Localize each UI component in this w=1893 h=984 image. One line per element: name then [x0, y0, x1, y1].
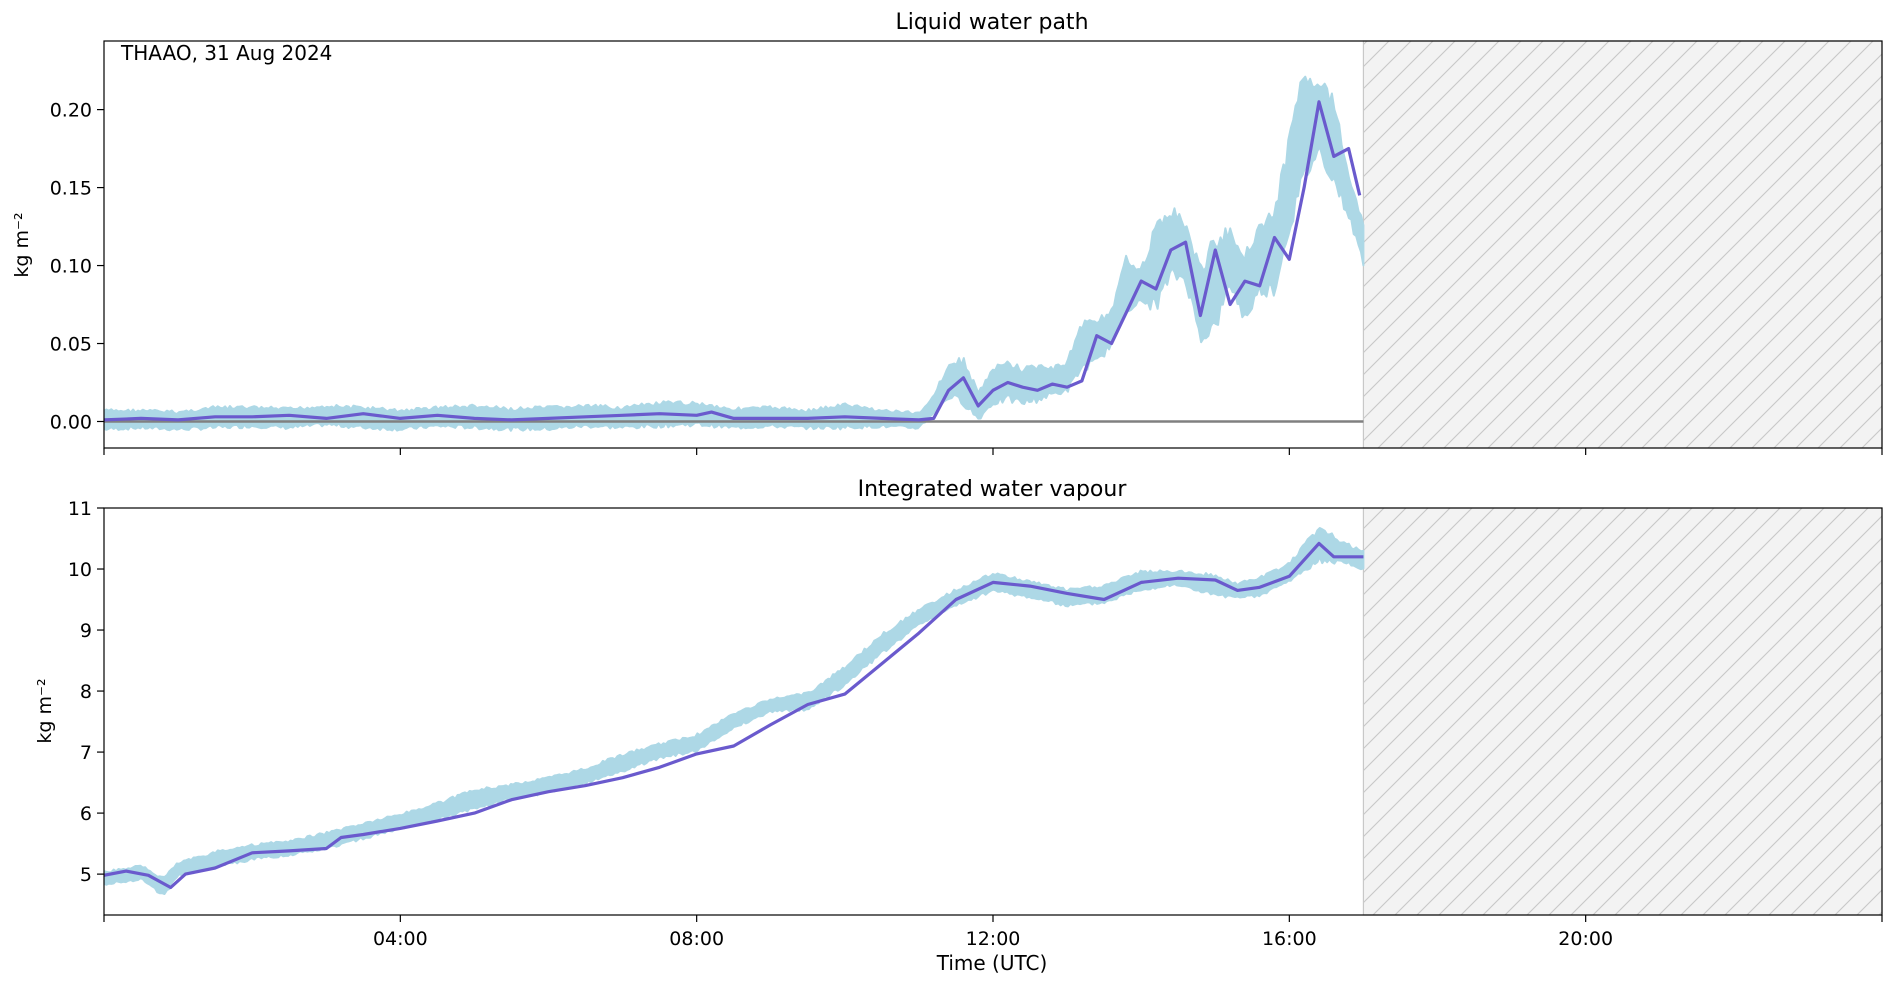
iwv-ytick-label: 11: [68, 498, 92, 520]
iwv-ytick-label: 7: [80, 742, 92, 764]
iwv-ylabel: kg m⁻²: [34, 678, 56, 743]
iwv-xtick-label: 04:00: [373, 928, 428, 950]
lwp-annotation: THAAO, 31 Aug 2024: [120, 41, 332, 65]
iwv-ytick-label: 9: [80, 620, 92, 642]
iwv-no-data-region: [1362, 507, 1883, 916]
iwv-ytick-label: 5: [80, 864, 92, 886]
lwp-smooth-series: [104, 100, 1362, 422]
iwv-raw-series: [104, 527, 1365, 895]
iwv-xtick-label: 12:00: [966, 928, 1021, 950]
iwv-smooth-series: [104, 541, 1364, 890]
lwp-panel: Liquid water path 0.00 0.05 0.10 0.15 0.20 T…: [11, 10, 1883, 455]
lwp-ytick-label: 0.00: [50, 411, 92, 433]
iwv-xtick-label: 16:00: [1262, 928, 1317, 950]
lwp-ytick-label: 0.10: [50, 256, 92, 278]
lwp-ytick-label: 0.20: [50, 100, 92, 122]
iwv-xlabel: Time (UTC): [936, 951, 1048, 975]
iwv-ytick-label: 10: [68, 559, 92, 581]
lwp-title: Liquid water path: [895, 10, 1088, 35]
iwv-xtick-label: 08:00: [669, 928, 724, 950]
lwp-ylabel: kg m⁻²: [11, 212, 33, 277]
lwp-no-data-region: [1362, 40, 1883, 449]
iwv-title: Integrated water vapour: [858, 477, 1128, 502]
iwv-xtick-label: 20:00: [1558, 928, 1613, 950]
iwv-ytick-label: 6: [80, 803, 92, 825]
lwp-ytick-label: 0.05: [50, 334, 92, 356]
iwv-ytick-label: 8: [80, 681, 92, 703]
lwp-raw-series: [104, 75, 1365, 432]
lwp-ytick-label: 0.15: [50, 178, 92, 200]
iwv-panel: Integrated water vapour 5 6 7 8 9 10 11 04:00 08…: [34, 477, 1883, 975]
